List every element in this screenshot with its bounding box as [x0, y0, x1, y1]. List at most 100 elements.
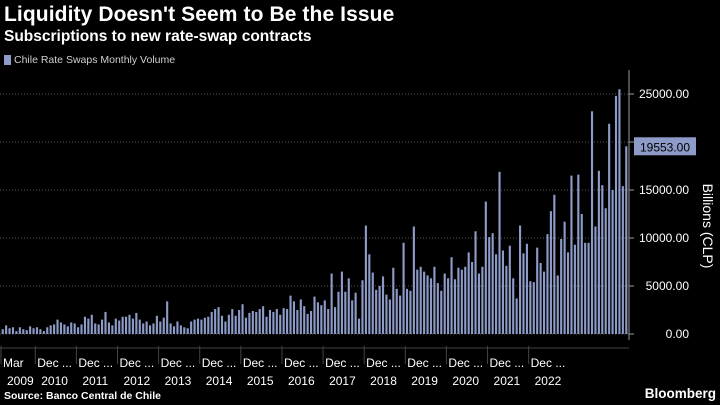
- bar: [323, 300, 326, 334]
- bar: [131, 318, 134, 334]
- bar: [107, 322, 110, 334]
- bar: [22, 329, 25, 334]
- bar: [142, 323, 145, 334]
- bar: [258, 309, 261, 334]
- bar: [618, 89, 621, 334]
- bar: [344, 291, 347, 334]
- bar: [477, 273, 481, 334]
- bar: [429, 278, 433, 334]
- bar: [190, 321, 193, 334]
- bar: [594, 226, 597, 334]
- last-value-label: 19553.00: [640, 140, 690, 154]
- bar: [426, 275, 429, 334]
- bar: [563, 221, 566, 334]
- bar: [214, 309, 217, 334]
- bar: [536, 247, 539, 334]
- bar: [515, 298, 518, 334]
- chart-legend: Chile Rate Swaps Monthly Volume: [4, 54, 175, 66]
- bar: [217, 307, 220, 334]
- bar: [405, 288, 409, 334]
- chart-title: Liquidity Doesn't Seem to Be the Issue: [4, 3, 395, 26]
- bar: [481, 266, 484, 334]
- bar: [15, 331, 18, 334]
- x-year-label: 2014: [206, 374, 233, 388]
- bar: [368, 254, 371, 334]
- bar: [412, 226, 415, 334]
- bar: [320, 305, 323, 334]
- x-year-label: 2019: [411, 374, 438, 388]
- bar: [392, 267, 395, 334]
- bar: [210, 311, 213, 334]
- x-tick-label: Dec ...: [490, 356, 525, 370]
- bar: [316, 302, 319, 334]
- bar: [32, 328, 35, 334]
- x-tick-label: Mar: [3, 356, 24, 370]
- bar: [275, 309, 278, 334]
- bar: [169, 323, 172, 334]
- bar: [590, 111, 594, 334]
- bar: [395, 288, 398, 334]
- bar: [166, 301, 169, 334]
- bar: [172, 326, 176, 334]
- chart-subtitle: Subscriptions to new rate-swap contracts: [4, 28, 312, 45]
- bar: [556, 275, 559, 334]
- bar: [327, 309, 330, 334]
- bar: [340, 271, 343, 334]
- bar: [601, 185, 604, 334]
- bar: [70, 322, 73, 334]
- x-year-label: 2022: [535, 374, 562, 388]
- bar: [87, 318, 90, 334]
- bar: [529, 281, 532, 334]
- bar: [101, 319, 104, 334]
- bar: [299, 299, 302, 334]
- bar: [553, 194, 556, 334]
- bar: [46, 327, 49, 334]
- y-tick-label: 5000.00: [646, 279, 690, 293]
- bar: [39, 329, 42, 334]
- x-tick-label: Dec ...: [202, 356, 237, 370]
- bar: [501, 250, 505, 334]
- bar: [121, 316, 124, 334]
- bar: [512, 278, 515, 334]
- bar: [56, 319, 59, 334]
- bar: [59, 322, 63, 334]
- x-year-label: 2017: [329, 374, 356, 388]
- bar: [104, 311, 107, 334]
- bar: [272, 311, 275, 334]
- x-tick-label: Dec ...: [161, 356, 196, 370]
- bar: [471, 262, 474, 334]
- bar: [66, 326, 69, 334]
- bar: [234, 315, 237, 334]
- bar: [238, 310, 241, 334]
- bar: [303, 306, 306, 334]
- bar: [159, 321, 162, 334]
- bar: [519, 225, 522, 334]
- x-tick-label: Dec ...: [37, 356, 72, 370]
- bar: [90, 314, 93, 334]
- bar: [183, 327, 186, 334]
- bar: [388, 299, 391, 334]
- bar: [351, 300, 354, 334]
- bar: [111, 325, 114, 334]
- bar: [402, 242, 405, 334]
- bar: [42, 331, 45, 334]
- bar: [63, 324, 66, 334]
- bar: [508, 245, 511, 334]
- x-year-label: 2013: [165, 374, 192, 388]
- bar: [542, 271, 546, 334]
- bar: [419, 266, 422, 334]
- bar: [207, 316, 210, 334]
- bar: [97, 324, 100, 334]
- bar: [577, 174, 580, 334]
- bar: [94, 323, 97, 334]
- bar: [614, 95, 618, 334]
- bar: [248, 312, 251, 334]
- bar: [505, 265, 508, 334]
- bar: [77, 327, 80, 334]
- bar: [306, 313, 309, 334]
- bar: [124, 316, 128, 334]
- bar: [378, 286, 381, 334]
- bar: [227, 314, 230, 334]
- bar: [364, 225, 367, 334]
- bar: [608, 123, 611, 334]
